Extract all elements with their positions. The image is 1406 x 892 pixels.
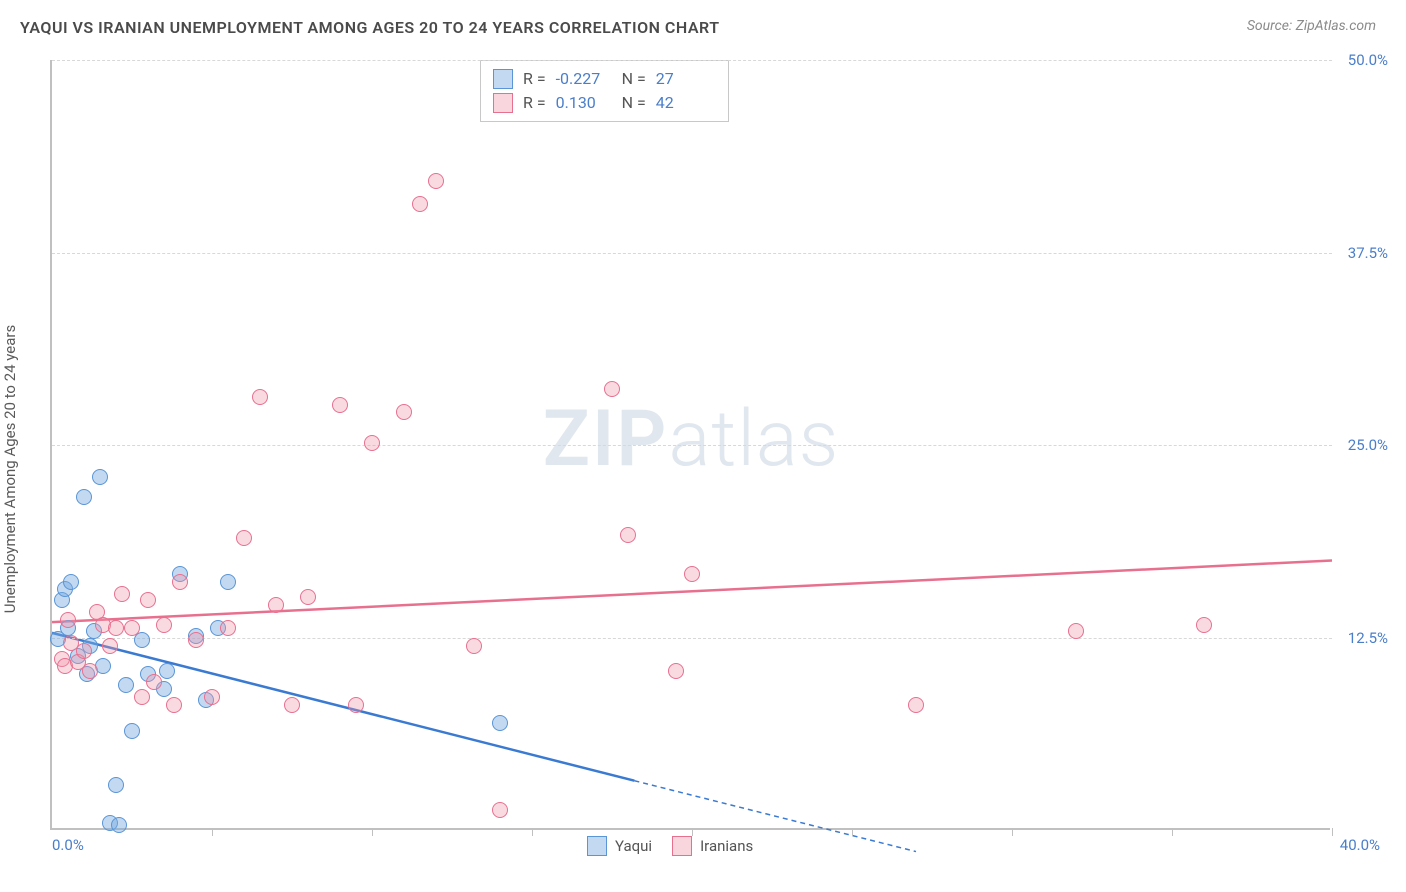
data-point bbox=[300, 589, 316, 605]
data-point bbox=[102, 638, 118, 654]
legend-item: Yaqui bbox=[587, 836, 652, 856]
data-point bbox=[108, 620, 124, 636]
data-point bbox=[236, 530, 252, 546]
n-value: 27 bbox=[656, 67, 712, 91]
gridline bbox=[52, 638, 1332, 639]
data-point bbox=[412, 196, 428, 212]
r-label: R = bbox=[523, 67, 546, 91]
y-tick-label: 50.0% bbox=[1348, 51, 1388, 69]
data-point bbox=[1196, 617, 1212, 633]
x-tick bbox=[1172, 828, 1173, 836]
chart-container: Unemployment Among Ages 20 to 24 years Z… bbox=[50, 60, 1390, 860]
legend-row: R = 0.130 N = 42 bbox=[493, 91, 712, 115]
legend-label: Yaqui bbox=[615, 837, 652, 855]
chart-title: YAQUI VS IRANIAN UNEMPLOYMENT AMONG AGES… bbox=[20, 18, 720, 37]
data-point bbox=[188, 632, 204, 648]
data-point bbox=[668, 663, 684, 679]
n-label: N = bbox=[622, 91, 646, 115]
legend-swatch bbox=[672, 836, 692, 856]
r-label: R = bbox=[523, 91, 546, 115]
data-point bbox=[284, 697, 300, 713]
data-point bbox=[492, 802, 508, 818]
data-point bbox=[220, 574, 236, 590]
legend-row: R = -0.227 N = 27 bbox=[493, 67, 712, 91]
x-axis-min-label: 0.0% bbox=[52, 836, 84, 854]
y-tick-label: 12.5% bbox=[1348, 629, 1388, 647]
data-point bbox=[172, 574, 188, 590]
x-tick bbox=[372, 828, 373, 836]
data-point bbox=[166, 697, 182, 713]
r-value: -0.227 bbox=[556, 67, 612, 91]
series-legend: Yaqui Iranians bbox=[587, 836, 753, 856]
y-tick-label: 37.5% bbox=[1348, 244, 1388, 262]
data-point bbox=[111, 817, 127, 833]
gridline bbox=[52, 445, 1332, 446]
legend-swatch bbox=[587, 836, 607, 856]
y-tick-label: 25.0% bbox=[1348, 436, 1388, 454]
data-point bbox=[332, 397, 348, 413]
data-point bbox=[204, 689, 220, 705]
data-point bbox=[466, 638, 482, 654]
x-tick bbox=[532, 828, 533, 836]
data-point bbox=[76, 489, 92, 505]
r-value: 0.130 bbox=[556, 91, 612, 115]
data-point bbox=[82, 663, 98, 679]
data-point bbox=[396, 404, 412, 420]
data-point bbox=[118, 677, 134, 693]
data-point bbox=[428, 173, 444, 189]
data-point bbox=[492, 715, 508, 731]
data-point bbox=[684, 566, 700, 582]
legend-item: Iranians bbox=[672, 836, 753, 856]
legend-swatch bbox=[493, 69, 513, 89]
plot-area: ZIPatlas R =-0.227N =27R =0.130N =42 0.0… bbox=[50, 60, 1330, 830]
n-label: N = bbox=[622, 67, 646, 91]
legend-label: Iranians bbox=[700, 837, 753, 855]
data-point bbox=[156, 617, 172, 633]
data-point bbox=[620, 527, 636, 543]
data-point bbox=[159, 663, 175, 679]
data-point bbox=[114, 586, 130, 602]
data-point bbox=[76, 643, 92, 659]
data-point bbox=[364, 435, 380, 451]
y-axis-label: Unemployment Among Ages 20 to 24 years bbox=[1, 325, 19, 613]
data-point bbox=[1068, 623, 1084, 639]
data-point bbox=[908, 697, 924, 713]
x-axis-max-label: 40.0% bbox=[1340, 836, 1380, 854]
data-point bbox=[348, 697, 364, 713]
data-point bbox=[252, 389, 268, 405]
data-point bbox=[268, 597, 284, 613]
x-tick bbox=[692, 828, 693, 836]
x-tick bbox=[212, 828, 213, 836]
data-point bbox=[108, 777, 124, 793]
x-tick bbox=[852, 828, 853, 836]
legend-swatch bbox=[493, 93, 513, 113]
source-attribution: Source: ZipAtlas.com bbox=[1247, 18, 1376, 34]
data-point bbox=[92, 469, 108, 485]
gridline bbox=[52, 60, 1332, 61]
data-point bbox=[146, 674, 162, 690]
data-point bbox=[63, 574, 79, 590]
data-point bbox=[60, 612, 76, 628]
data-point bbox=[604, 381, 620, 397]
data-point bbox=[140, 592, 156, 608]
stats-legend: R = -0.227 N = 27 R = 0.130 N = 42 bbox=[480, 60, 729, 122]
x-tick bbox=[1332, 828, 1333, 836]
data-point bbox=[220, 620, 236, 636]
data-point bbox=[124, 620, 140, 636]
x-tick bbox=[1012, 828, 1013, 836]
gridline bbox=[52, 253, 1332, 254]
n-value: 42 bbox=[656, 91, 712, 115]
data-point bbox=[124, 723, 140, 739]
data-point bbox=[134, 689, 150, 705]
